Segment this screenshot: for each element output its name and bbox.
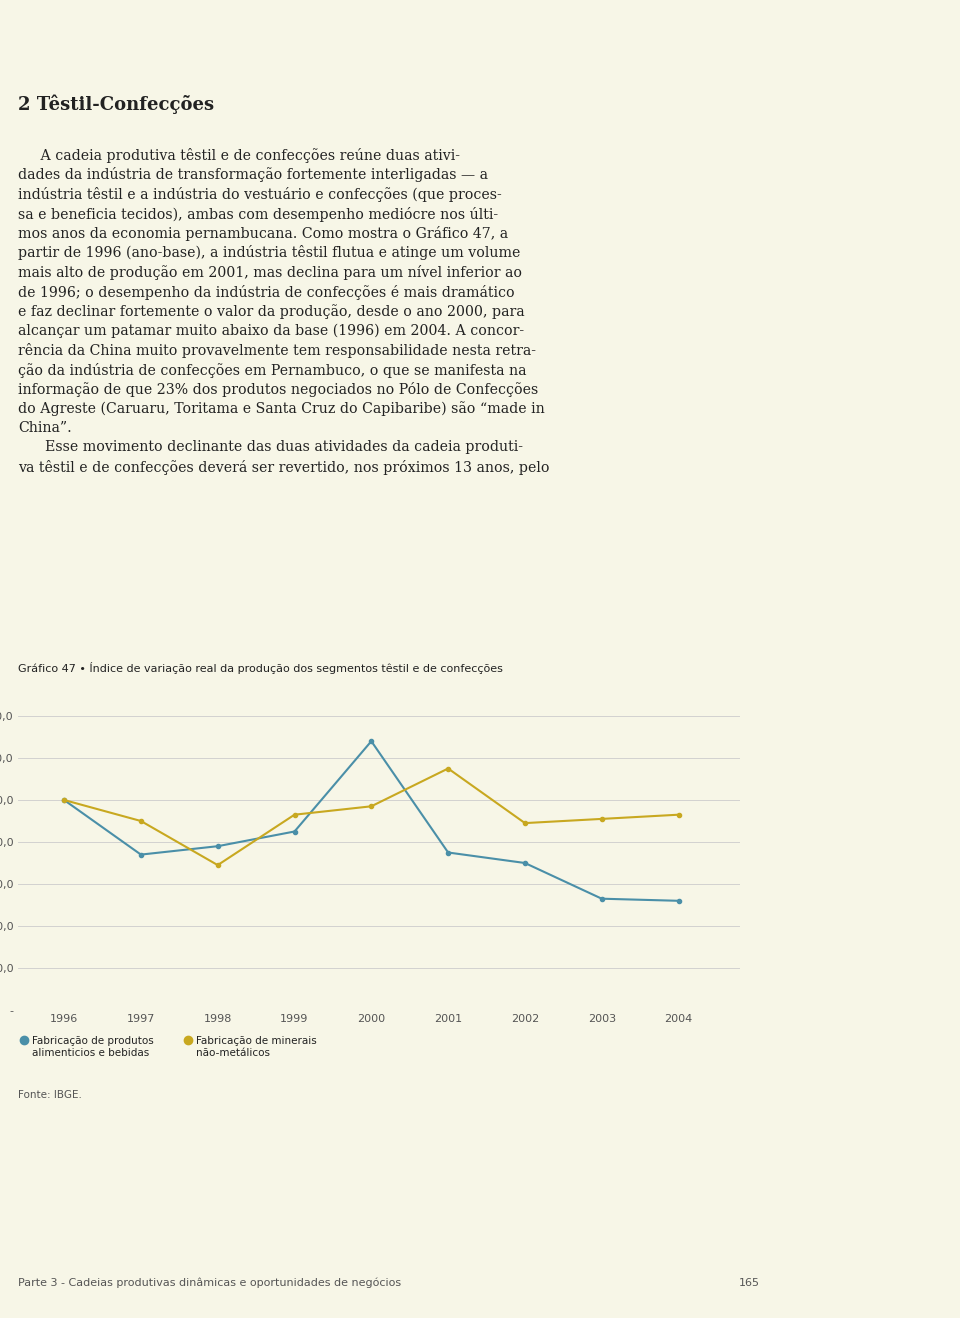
Text: de 1996; o desempenho da indústria de confecções é mais dramático: de 1996; o desempenho da indústria de co… bbox=[18, 285, 515, 299]
Text: informação de que 23% dos produtos negociados no Pólo de Confecções: informação de que 23% dos produtos negoc… bbox=[18, 382, 539, 397]
Text: do Agreste (Caruaru, Toritama e Santa Cruz do Capibaribe) são “made in: do Agreste (Caruaru, Toritama e Santa Cr… bbox=[18, 402, 544, 416]
Text: mais alto de produção em 2001, mas declina para um nível inferior ao: mais alto de produção em 2001, mas decli… bbox=[18, 265, 522, 279]
Text: indústria têstil e a indústria do vestuário e confecções (que proces-: indústria têstil e a indústria do vestuá… bbox=[18, 187, 502, 202]
Text: Esse movimento declinante das duas atividades da cadeia produti-: Esse movimento declinante das duas ativi… bbox=[18, 440, 523, 455]
Text: 165: 165 bbox=[739, 1278, 760, 1288]
Text: ção da indústria de confecções em Pernambuco, o que se manifesta na: ção da indústria de confecções em Pernam… bbox=[18, 362, 526, 377]
Text: Fabricação de produtos: Fabricação de produtos bbox=[32, 1036, 154, 1046]
Text: partir de 1996 (ano-base), a indústria têstil flutua e atinge um volume: partir de 1996 (ano-base), a indústria t… bbox=[18, 245, 520, 261]
Text: rência da China muito provavelmente tem responsabilidade nesta retra-: rência da China muito provavelmente tem … bbox=[18, 343, 536, 358]
Text: 2 Têstil-Confecções: 2 Têstil-Confecções bbox=[18, 95, 214, 115]
Text: A cadeia produtiva têstil e de confecções reúne duas ativi-: A cadeia produtiva têstil e de confecçõe… bbox=[18, 148, 460, 163]
Text: alcançar um patamar muito abaixo da base (1996) em 2004. A concor-: alcançar um patamar muito abaixo da base… bbox=[18, 323, 524, 337]
Text: dades da indústria de transformação fortemente interligadas — a: dades da indústria de transformação fort… bbox=[18, 167, 488, 182]
Text: mos anos da economia pernambucana. Como mostra o Gráfico 47, a: mos anos da economia pernambucana. Como … bbox=[18, 225, 508, 241]
Text: Fabricação de minerais: Fabricação de minerais bbox=[196, 1036, 317, 1046]
Text: China”.: China”. bbox=[18, 420, 72, 435]
Text: Parte 3 - Cadeias produtivas dinâmicas e oportunidades de negócios: Parte 3 - Cadeias produtivas dinâmicas e… bbox=[18, 1278, 401, 1289]
Text: Fonte: IBGE.: Fonte: IBGE. bbox=[18, 1090, 82, 1101]
Text: alimenticios e bebidas: alimenticios e bebidas bbox=[32, 1048, 149, 1058]
Text: sa e beneficia tecidos), ambas com desempenho mediócre nos últi-: sa e beneficia tecidos), ambas com desem… bbox=[18, 207, 498, 221]
Text: va têstil e de confecções deverá ser revertido, nos próximos 13 anos, pelo: va têstil e de confecções deverá ser rev… bbox=[18, 460, 549, 474]
Text: não-metálicos: não-metálicos bbox=[196, 1048, 270, 1058]
Text: e faz declinar fortemente o valor da produção, desde o ano 2000, para: e faz declinar fortemente o valor da pro… bbox=[18, 304, 524, 319]
Text: Gráfico 47 • Índice de variação real da produção dos segmentos têstil e de confe: Gráfico 47 • Índice de variação real da … bbox=[18, 662, 503, 673]
